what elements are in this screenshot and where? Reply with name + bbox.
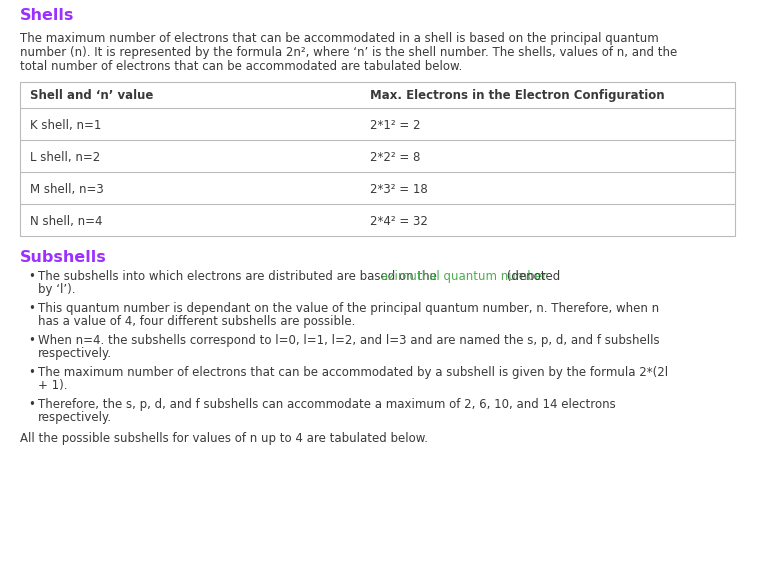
- Text: Shell and ‘n’ value: Shell and ‘n’ value: [30, 89, 153, 102]
- Text: has a value of 4, four different subshells are possible.: has a value of 4, four different subshel…: [38, 315, 355, 328]
- Text: All the possible subshells for values of n up to 4 are tabulated below.: All the possible subshells for values of…: [20, 432, 428, 445]
- Text: When n=4. the subshells correspond to l=0, l=1, l=2, and l=3 and are named the s: When n=4. the subshells correspond to l=…: [38, 334, 660, 347]
- Text: 2*3² = 18: 2*3² = 18: [370, 183, 428, 196]
- Text: Therefore, the s, p, d, and f subshells can accommodate a maximum of 2, 6, 10, a: Therefore, the s, p, d, and f subshells …: [38, 398, 616, 411]
- Text: •: •: [28, 334, 35, 347]
- Text: N shell, n=4: N shell, n=4: [30, 215, 102, 228]
- Text: (denoted: (denoted: [502, 270, 560, 283]
- Text: + 1).: + 1).: [38, 380, 68, 392]
- Text: The maximum number of electrons that can be accommodated by a subshell is given : The maximum number of electrons that can…: [38, 366, 668, 379]
- Text: 2*1² = 2: 2*1² = 2: [370, 119, 420, 132]
- Text: •: •: [28, 398, 35, 411]
- Text: This quantum number is dependant on the value of the principal quantum number, n: This quantum number is dependant on the …: [38, 302, 659, 315]
- Text: by ‘l’).: by ‘l’).: [38, 283, 75, 297]
- Text: respectively.: respectively.: [38, 347, 112, 360]
- Text: total number of electrons that can be accommodated are tabulated below.: total number of electrons that can be ac…: [20, 60, 462, 73]
- Text: M shell, n=3: M shell, n=3: [30, 183, 104, 196]
- Bar: [20, 82, 735, 236]
- Text: Subshells: Subshells: [20, 250, 107, 265]
- Text: azimuthal quantum number: azimuthal quantum number: [382, 270, 547, 283]
- Text: 2*4² = 32: 2*4² = 32: [370, 215, 428, 228]
- Text: Shells: Shells: [20, 8, 74, 23]
- Text: K shell, n=1: K shell, n=1: [30, 119, 102, 132]
- Text: •: •: [28, 302, 35, 315]
- Text: L shell, n=2: L shell, n=2: [30, 151, 100, 164]
- Text: 2*2² = 8: 2*2² = 8: [370, 151, 420, 164]
- Text: •: •: [28, 366, 35, 379]
- Text: The subshells into which electrons are distributed are based on the: The subshells into which electrons are d…: [38, 270, 441, 283]
- Text: number (n). It is represented by the formula 2n², where ‘n’ is the shell number.: number (n). It is represented by the for…: [20, 46, 677, 59]
- Text: Max. Electrons in the Electron Configuration: Max. Electrons in the Electron Configura…: [370, 89, 665, 102]
- Text: •: •: [28, 270, 35, 283]
- Text: respectively.: respectively.: [38, 412, 112, 425]
- Text: The maximum number of electrons that can be accommodated in a shell is based on : The maximum number of electrons that can…: [20, 32, 659, 45]
